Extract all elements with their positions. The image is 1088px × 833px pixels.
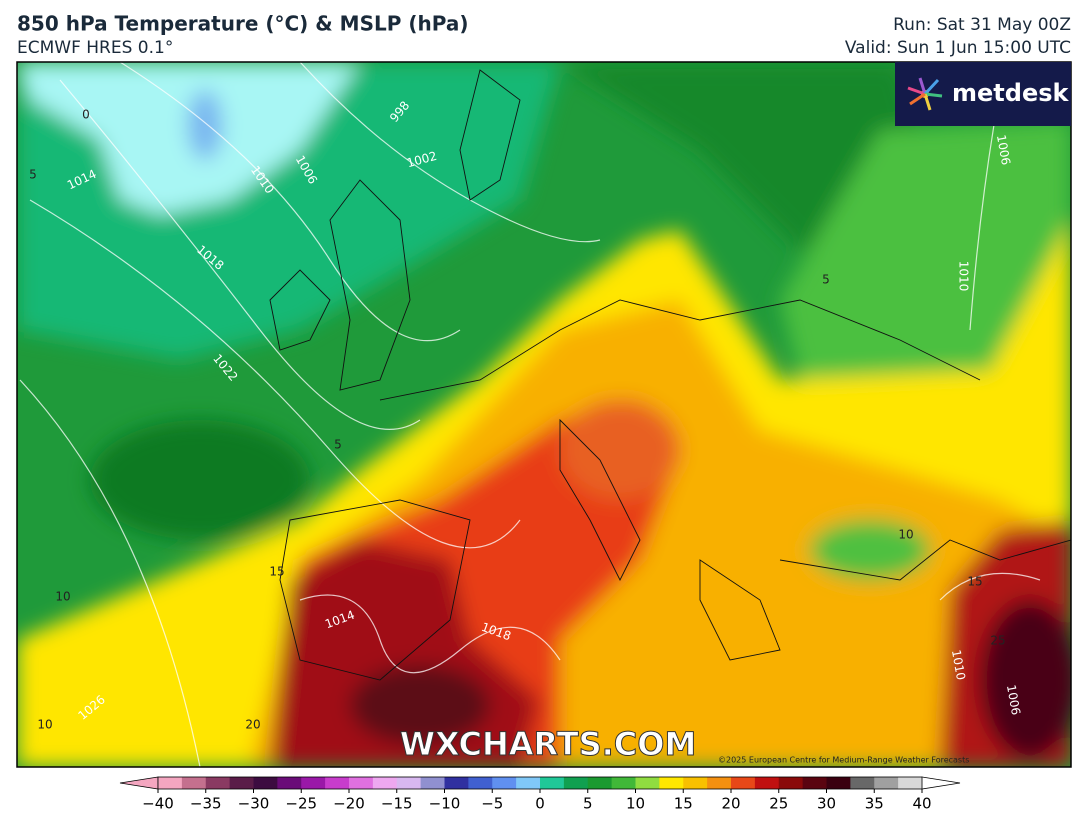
- contour-label: 1010: [949, 649, 968, 682]
- valid-time: Valid: Sun 1 Jun 15:00 UTC: [845, 38, 1071, 58]
- colorbar-bin: [325, 777, 350, 789]
- run-time: Run: Sat 31 May 00Z: [893, 15, 1071, 35]
- colorbar-bin: [349, 777, 374, 789]
- colorbar-bin: [731, 777, 756, 789]
- contour-label: 0: [82, 108, 90, 122]
- colorbar-bin: [587, 777, 613, 789]
- colorbar-bin: [205, 777, 231, 789]
- contour-label: 5: [29, 168, 37, 182]
- colorbar-bin: [778, 777, 804, 789]
- contour-label: 10: [55, 590, 70, 604]
- logo-icon: [907, 77, 943, 111]
- colorbar: −40 −35 −30 −25 −20 −15 −10 −5 0 5 10 15 20 25 30 35 40: [119, 776, 961, 813]
- colorbar-bin: [158, 777, 183, 789]
- colorbar-min-arrow: [119, 776, 159, 790]
- colorbar-bin: [181, 777, 207, 789]
- colorbar-tick-label: −20: [333, 795, 365, 813]
- logo-text: metdesk: [952, 79, 1070, 107]
- map-frame: [16, 61, 1072, 768]
- colorbar-tick-label: 35: [865, 795, 884, 813]
- colorbar-bin: [563, 777, 589, 789]
- contour-label: 1010: [957, 261, 971, 292]
- colorbar-tick-label: −10: [429, 795, 461, 813]
- colorbar-bin: [683, 777, 708, 789]
- colorbar-tick-label: −40: [142, 795, 174, 813]
- colorbar-tick-label: 25: [769, 795, 788, 813]
- colorbar-tick-label: −35: [190, 795, 222, 813]
- colorbar-tick-label: −5: [481, 795, 503, 813]
- colorbar-tick-label: 20: [721, 795, 740, 813]
- colorbar-bin: [659, 777, 684, 789]
- colorbar-bin: [707, 777, 732, 789]
- colorbar-bin: [898, 777, 923, 789]
- contour-label: 20: [245, 718, 260, 732]
- colorbar-bin: [229, 777, 254, 789]
- colorbar-bin: [253, 777, 278, 789]
- watermark: WXCHARTS.COM: [400, 725, 697, 763]
- contour-label: 10: [898, 528, 913, 542]
- colorbar-bin: [468, 777, 493, 789]
- colorbar-tick-label: −15: [381, 795, 413, 813]
- colorbar-bin: [396, 777, 422, 789]
- colorbar-bin: [277, 777, 302, 789]
- contour-label: 10: [37, 718, 52, 732]
- contour-label: 5: [822, 273, 830, 287]
- colorbar-bin: [826, 777, 851, 789]
- colorbar-bin: [420, 777, 445, 789]
- colorbar-bin: [874, 777, 899, 789]
- colorbar-bin: [540, 777, 565, 789]
- colorbar-bin: [802, 777, 827, 789]
- colorbar-bin: [611, 777, 636, 789]
- colorbar-tick-label: 5: [583, 795, 593, 813]
- colorbar-tick-label: 30: [817, 795, 836, 813]
- colorbar-bin: [301, 777, 326, 789]
- contour-label: 25: [990, 634, 1005, 648]
- contour-label: 5: [334, 438, 342, 452]
- colorbar-bin: [444, 777, 469, 789]
- colorbar-bin: [492, 777, 517, 789]
- colorbar-bin: [516, 777, 541, 789]
- contour-label: 15: [269, 565, 284, 579]
- contour-label: 1006: [994, 134, 1013, 167]
- colorbar-tick-label: −25: [285, 795, 317, 813]
- colorbar-tick-label: 40: [912, 795, 931, 813]
- colorbar-tick-label: 0: [535, 795, 545, 813]
- contour-label: 1006: [1004, 684, 1023, 717]
- colorbar-bin: [372, 777, 398, 789]
- contour-label: 15: [967, 575, 982, 589]
- colorbar-tick-label: 15: [674, 795, 693, 813]
- colorbar-tick-label: −30: [238, 795, 270, 813]
- subtitle: ECMWF HRES 0.1°: [17, 38, 173, 58]
- title: 850 hPa Temperature (°C) & MSLP (hPa): [17, 12, 468, 36]
- colorbar-bin: [850, 777, 875, 789]
- copyright: ©2025 European Centre for Medium-Range W…: [718, 756, 969, 765]
- colorbar-max-arrow: [921, 776, 961, 790]
- colorbar-bin: [635, 777, 660, 789]
- colorbar-bin: [754, 777, 780, 789]
- colorbar-tick-label: 10: [626, 795, 645, 813]
